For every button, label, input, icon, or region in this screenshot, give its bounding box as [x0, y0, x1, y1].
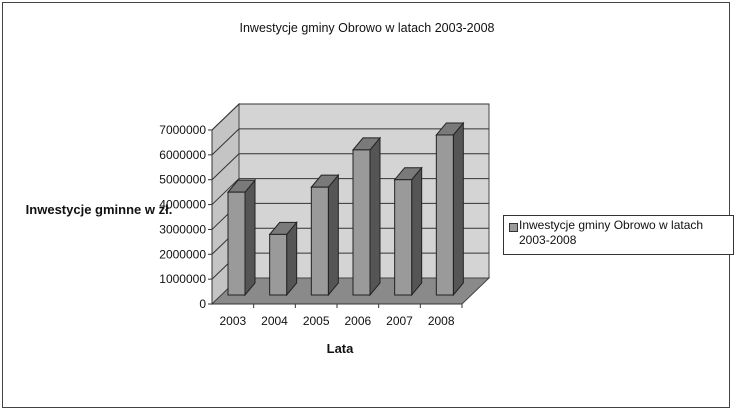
y-tick-label: 3000000 — [159, 222, 206, 236]
y-tick-label: 5000000 — [159, 173, 206, 187]
bar — [269, 233, 288, 296]
y-tick-label: 4000000 — [159, 198, 206, 212]
bar — [310, 186, 329, 296]
legend: Inwestycje gminy Obrowo w latach 2003-20… — [503, 215, 734, 255]
x-axis-label: Lata — [326, 341, 354, 356]
gridline — [211, 103, 489, 131]
bar-side — [369, 136, 381, 297]
bar-side — [452, 121, 464, 297]
y-tick-label: 0 — [199, 297, 206, 311]
legend-swatch — [509, 223, 518, 232]
gridline — [211, 128, 489, 156]
bar — [227, 191, 246, 296]
bar-side — [411, 166, 423, 297]
x-tick-label: 2007 — [386, 314, 413, 328]
bar — [352, 149, 371, 296]
gridline — [211, 153, 489, 181]
bar-side — [327, 173, 339, 297]
chart-title: Inwestycje gminy Obrowo w latach 2003-20… — [239, 21, 495, 35]
x-tick-label: 2008 — [428, 314, 455, 328]
y-tick-label: 7000000 — [159, 123, 206, 137]
bar-side — [244, 178, 256, 297]
x-tick-label: 2006 — [344, 314, 371, 328]
y-axis-label: Inwestycje gminne w zł. — [25, 202, 173, 217]
y-tick-label: 1000000 — [159, 272, 206, 286]
y-tick-label: 6000000 — [159, 148, 206, 162]
y-tick-label: 2000000 — [159, 247, 206, 261]
bar — [394, 179, 413, 296]
x-tick-label: 2004 — [261, 314, 288, 328]
bar — [435, 134, 454, 296]
legend-label: Inwestycje gminy Obrowo w latach 2003-20… — [519, 218, 704, 247]
x-tick-label: 2003 — [219, 314, 246, 328]
x-tick-label: 2005 — [303, 314, 330, 328]
